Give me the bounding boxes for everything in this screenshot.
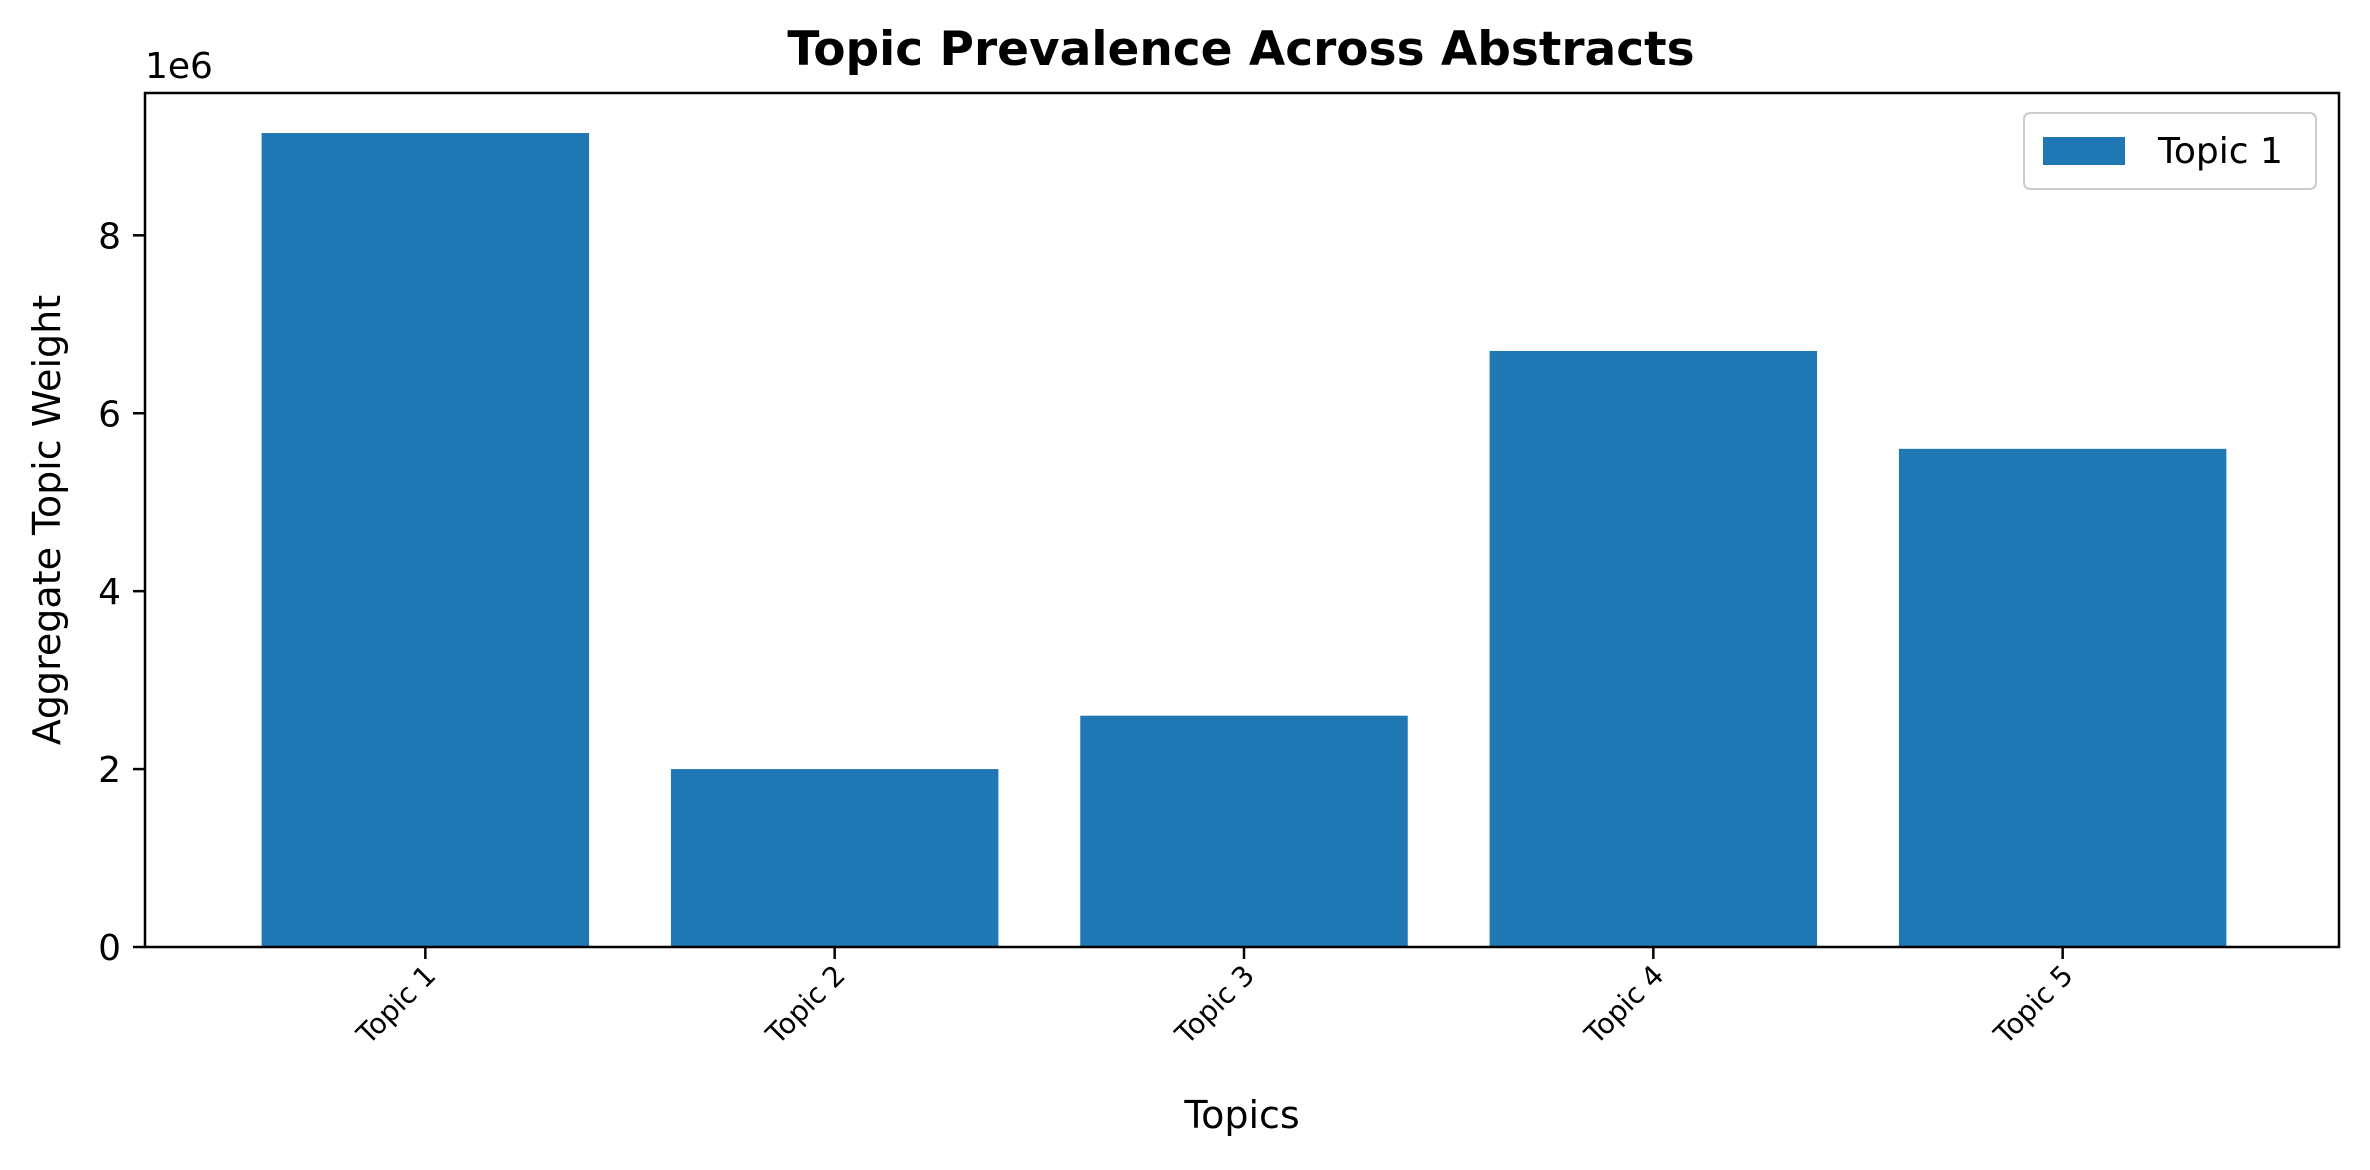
bar-1 xyxy=(261,133,590,947)
legend-swatch xyxy=(2043,137,2125,165)
y-tick-label: 8 xyxy=(98,216,121,257)
y-tick-label: 2 xyxy=(98,750,121,791)
bars-group xyxy=(261,133,2227,948)
bar-2 xyxy=(670,769,999,947)
legend: Topic 1 xyxy=(2023,112,2317,190)
plot-area-frame xyxy=(143,91,2341,949)
x-axis-label: Topics xyxy=(1183,1093,1299,1137)
bar-4 xyxy=(1489,350,1818,948)
y-tick-label: 0 xyxy=(98,928,121,969)
bar-3 xyxy=(1080,715,1408,947)
y-tick-label: 6 xyxy=(98,394,121,435)
y-axis-ticks: 0 2 4 6 8 xyxy=(98,216,145,969)
chart-title: Topic Prevalence Across Abstracts xyxy=(787,22,1694,77)
bar-5 xyxy=(1898,448,2227,947)
y-axis-label: Aggregate Topic Weight xyxy=(25,295,69,745)
legend-box xyxy=(2023,112,2317,190)
y-tick-label: 4 xyxy=(98,572,121,613)
legend-label: Topic 1 xyxy=(2157,131,2283,172)
y-axis-offset-label: 1e6 xyxy=(145,46,213,87)
